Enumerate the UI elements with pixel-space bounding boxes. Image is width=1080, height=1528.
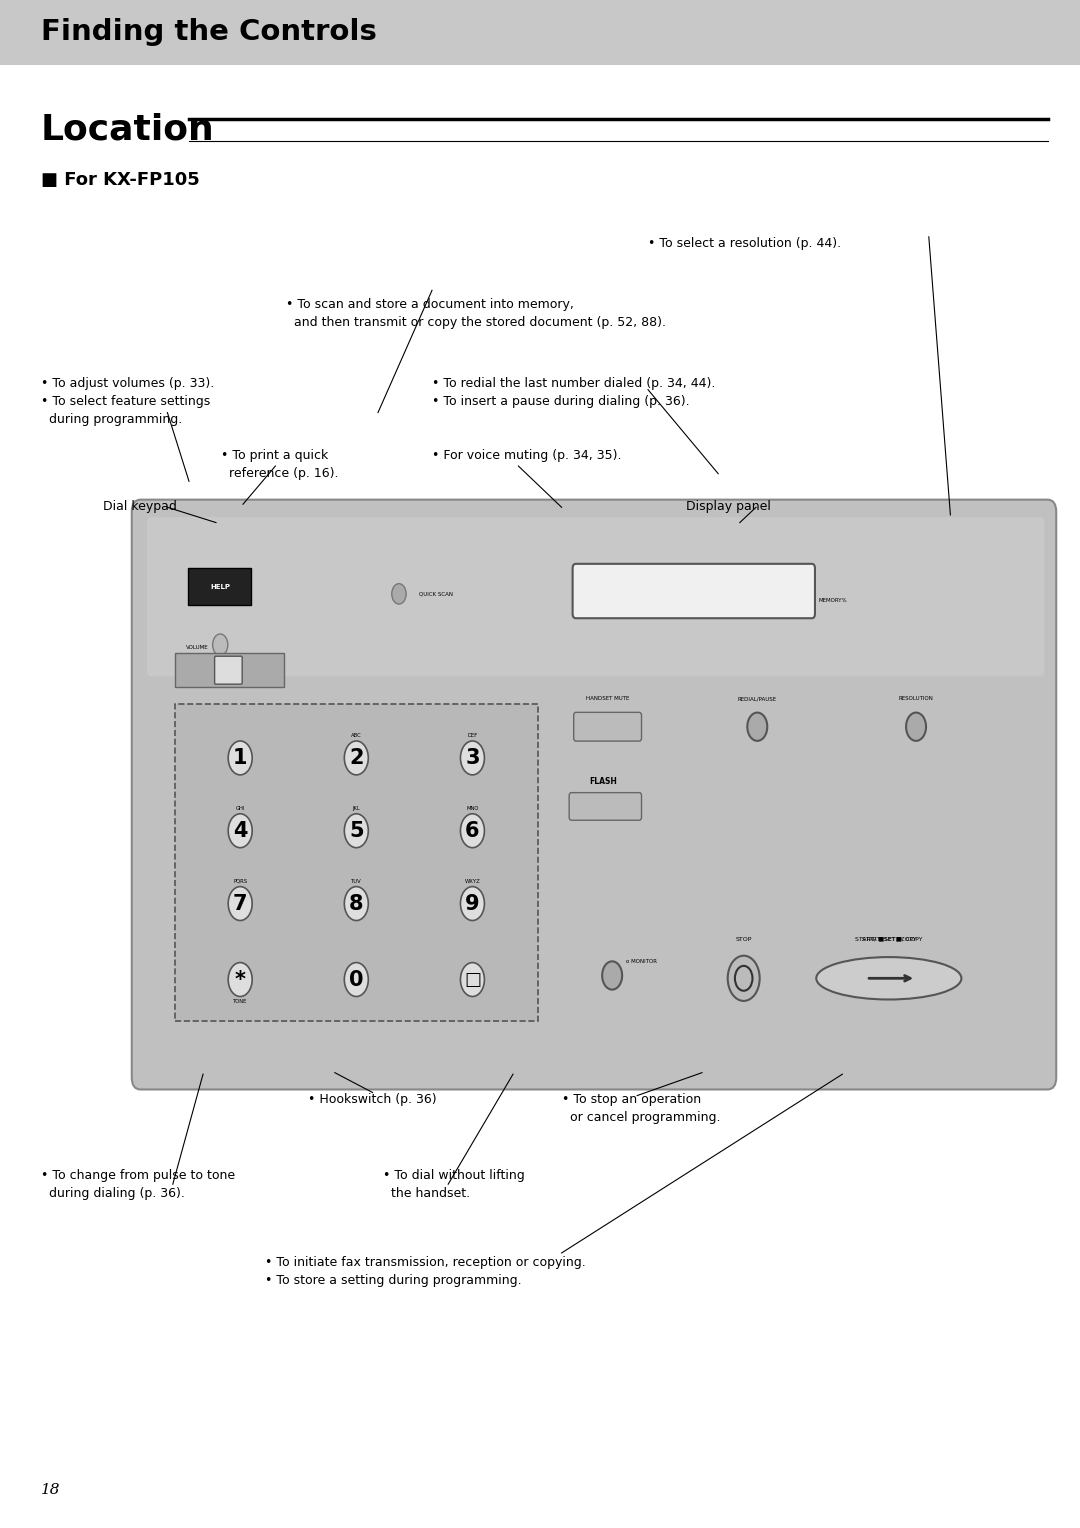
Text: • Hookswitch (p. 36): • Hookswitch (p. 36) [308,1093,436,1106]
Circle shape [460,741,485,775]
Circle shape [345,741,368,775]
FancyBboxPatch shape [569,793,642,821]
Text: 6: 6 [465,821,480,840]
Text: TONE: TONE [233,999,247,1004]
Text: FLASH: FLASH [590,778,618,785]
Text: 9: 9 [465,894,480,914]
Text: • To initiate fax transmission, reception or copying.
• To store a setting durin: • To initiate fax transmission, receptio… [265,1256,585,1287]
Circle shape [228,886,253,920]
Circle shape [228,741,253,775]
Circle shape [460,886,485,920]
Circle shape [228,963,253,996]
Text: MNO: MNO [467,805,478,811]
Text: 5: 5 [349,821,364,840]
Text: ■ For KX-FP105: ■ For KX-FP105 [41,171,200,189]
Ellipse shape [816,957,961,999]
Circle shape [460,814,485,848]
FancyBboxPatch shape [215,656,242,685]
Circle shape [728,955,759,1001]
Text: o MONITOR: o MONITOR [625,960,657,964]
FancyBboxPatch shape [132,500,1056,1089]
Text: VOLUME: VOLUME [186,645,208,651]
Circle shape [213,634,228,656]
Text: STOP: STOP [735,937,752,941]
Text: MEMORY%: MEMORY% [819,597,848,602]
Text: □: □ [464,970,481,989]
Text: 1: 1 [233,747,247,769]
Text: WXYZ: WXYZ [464,879,481,883]
Circle shape [392,584,406,604]
Text: • To scan and store a document into memory,
  and then transmit or copy the stor: • To scan and store a document into memo… [286,298,666,329]
Text: • To select a resolution (p. 44).: • To select a resolution (p. 44). [648,237,841,251]
Text: 7: 7 [233,894,247,914]
Text: • To redial the last number dialed (p. 34, 44).
• To insert a pause during diali: • To redial the last number dialed (p. 3… [432,377,715,408]
Text: • To adjust volumes (p. 33).
• To select feature settings
  during programming.: • To adjust volumes (p. 33). • To select… [41,377,214,426]
Text: • To dial without lifting
  the handset.: • To dial without lifting the handset. [383,1169,525,1199]
Text: HELP: HELP [211,584,230,590]
Text: HANDSET MUTE: HANDSET MUTE [586,697,630,701]
FancyBboxPatch shape [572,564,815,619]
Text: Display panel: Display panel [686,500,771,513]
Circle shape [228,814,253,848]
Text: • To change from pulse to tone
  during dialing (p. 36).: • To change from pulse to tone during di… [41,1169,235,1199]
Circle shape [906,712,926,741]
Text: JKL: JKL [352,805,361,811]
Text: • To print a quick
  reference (p. 16).: • To print a quick reference (p. 16). [221,449,339,480]
Circle shape [345,886,368,920]
Text: START/ ■SET■/ COPY: START/ ■SET■/ COPY [855,937,922,941]
Circle shape [603,961,622,990]
Circle shape [747,712,767,741]
Circle shape [345,814,368,848]
Text: • To stop an operation
  or cancel programming.: • To stop an operation or cancel program… [562,1093,720,1123]
Text: REDIAL/PAUSE: REDIAL/PAUSE [738,697,777,701]
Circle shape [460,963,485,996]
Text: QUICK SCAN: QUICK SCAN [419,591,453,596]
FancyBboxPatch shape [147,516,1044,677]
Circle shape [345,963,368,996]
Text: 18: 18 [41,1482,60,1497]
Text: *: * [234,970,245,990]
Text: Location: Location [41,113,215,147]
Text: 4: 4 [233,821,247,840]
Text: 2: 2 [349,747,364,769]
Bar [175,704,538,1021]
FancyBboxPatch shape [188,568,252,605]
Text: 8: 8 [349,894,364,914]
Text: RESOLUTION: RESOLUTION [899,697,933,701]
Text: 0: 0 [349,970,364,990]
Text: Finding the Controls: Finding the Controls [41,18,377,46]
Text: DEF: DEF [468,733,477,738]
Text: Dial keypad: Dial keypad [103,500,176,513]
Text: • For voice muting (p. 34, 35).: • For voice muting (p. 34, 35). [432,449,621,463]
Bar [0,0,1080,66]
Text: 3: 3 [465,747,480,769]
Text: START/ SET / COPY: START/ SET / COPY [862,937,916,941]
FancyBboxPatch shape [573,712,642,741]
Text: TUV: TUV [351,879,362,883]
Bar [175,654,284,688]
Text: GHI: GHI [235,805,245,811]
Text: ABC: ABC [351,733,362,738]
Text: PQRS: PQRS [233,879,247,883]
